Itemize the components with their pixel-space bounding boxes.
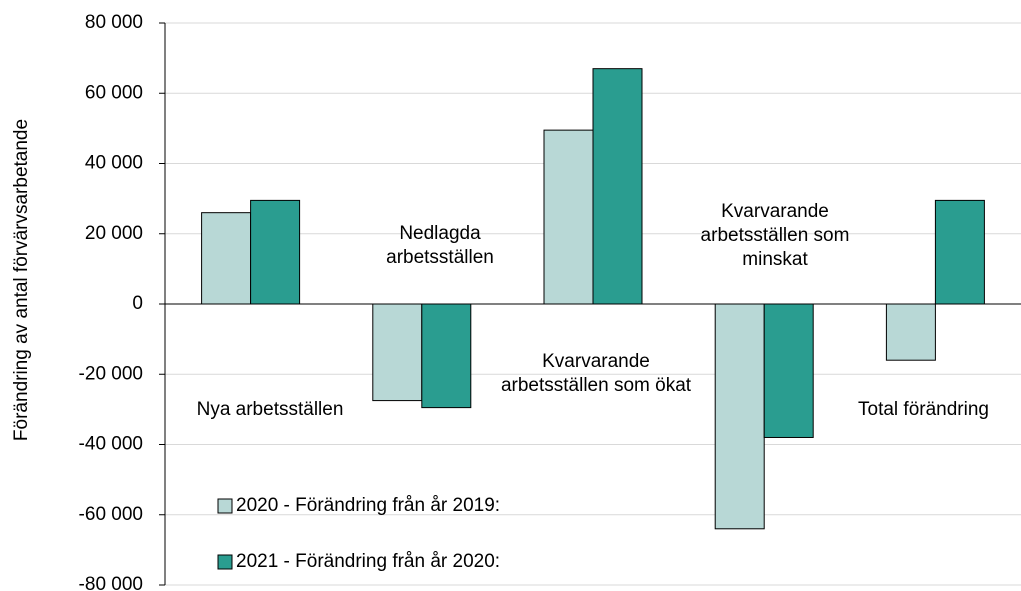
bar [543,129,594,305]
legend-swatch [217,554,233,570]
category-label: Kvarvarande arbetsställen som ökat [500,351,692,396]
y-tick-label: 40 000 [85,153,143,174]
category-label: Kvarvarande arbetsställen som minskat [700,201,850,270]
category-label: Nedlagda arbetsställen [386,223,494,268]
bar [763,303,814,438]
legend-swatch [217,498,233,514]
bar [421,303,472,409]
y-tick-label: -20 000 [79,363,143,384]
bar [372,303,423,402]
y-tick-label: 60 000 [85,82,143,103]
legend-label: 2020 - Förändring från år 2019: [236,495,500,516]
bar [934,199,985,305]
bar [885,303,936,361]
y-tick-label: -40 000 [79,434,143,455]
category-label: Nya arbetsställen [196,399,344,420]
bar [201,212,252,305]
y-tick-label: 20 000 [85,223,143,244]
bar [250,199,301,305]
y-tick-label: -80 000 [79,574,143,591]
legend-label: 2021 - Förändring från år 2020: [236,551,500,572]
y-tick-label: -60 000 [79,504,143,525]
category-label: Total förändring [858,399,989,420]
y-axis-label: Förändring av antal förvärvsarbetande [11,119,32,441]
bar [714,303,765,530]
y-tick-label: 80 000 [85,12,143,33]
y-tick-label: 0 [132,293,143,314]
bar [592,68,643,305]
